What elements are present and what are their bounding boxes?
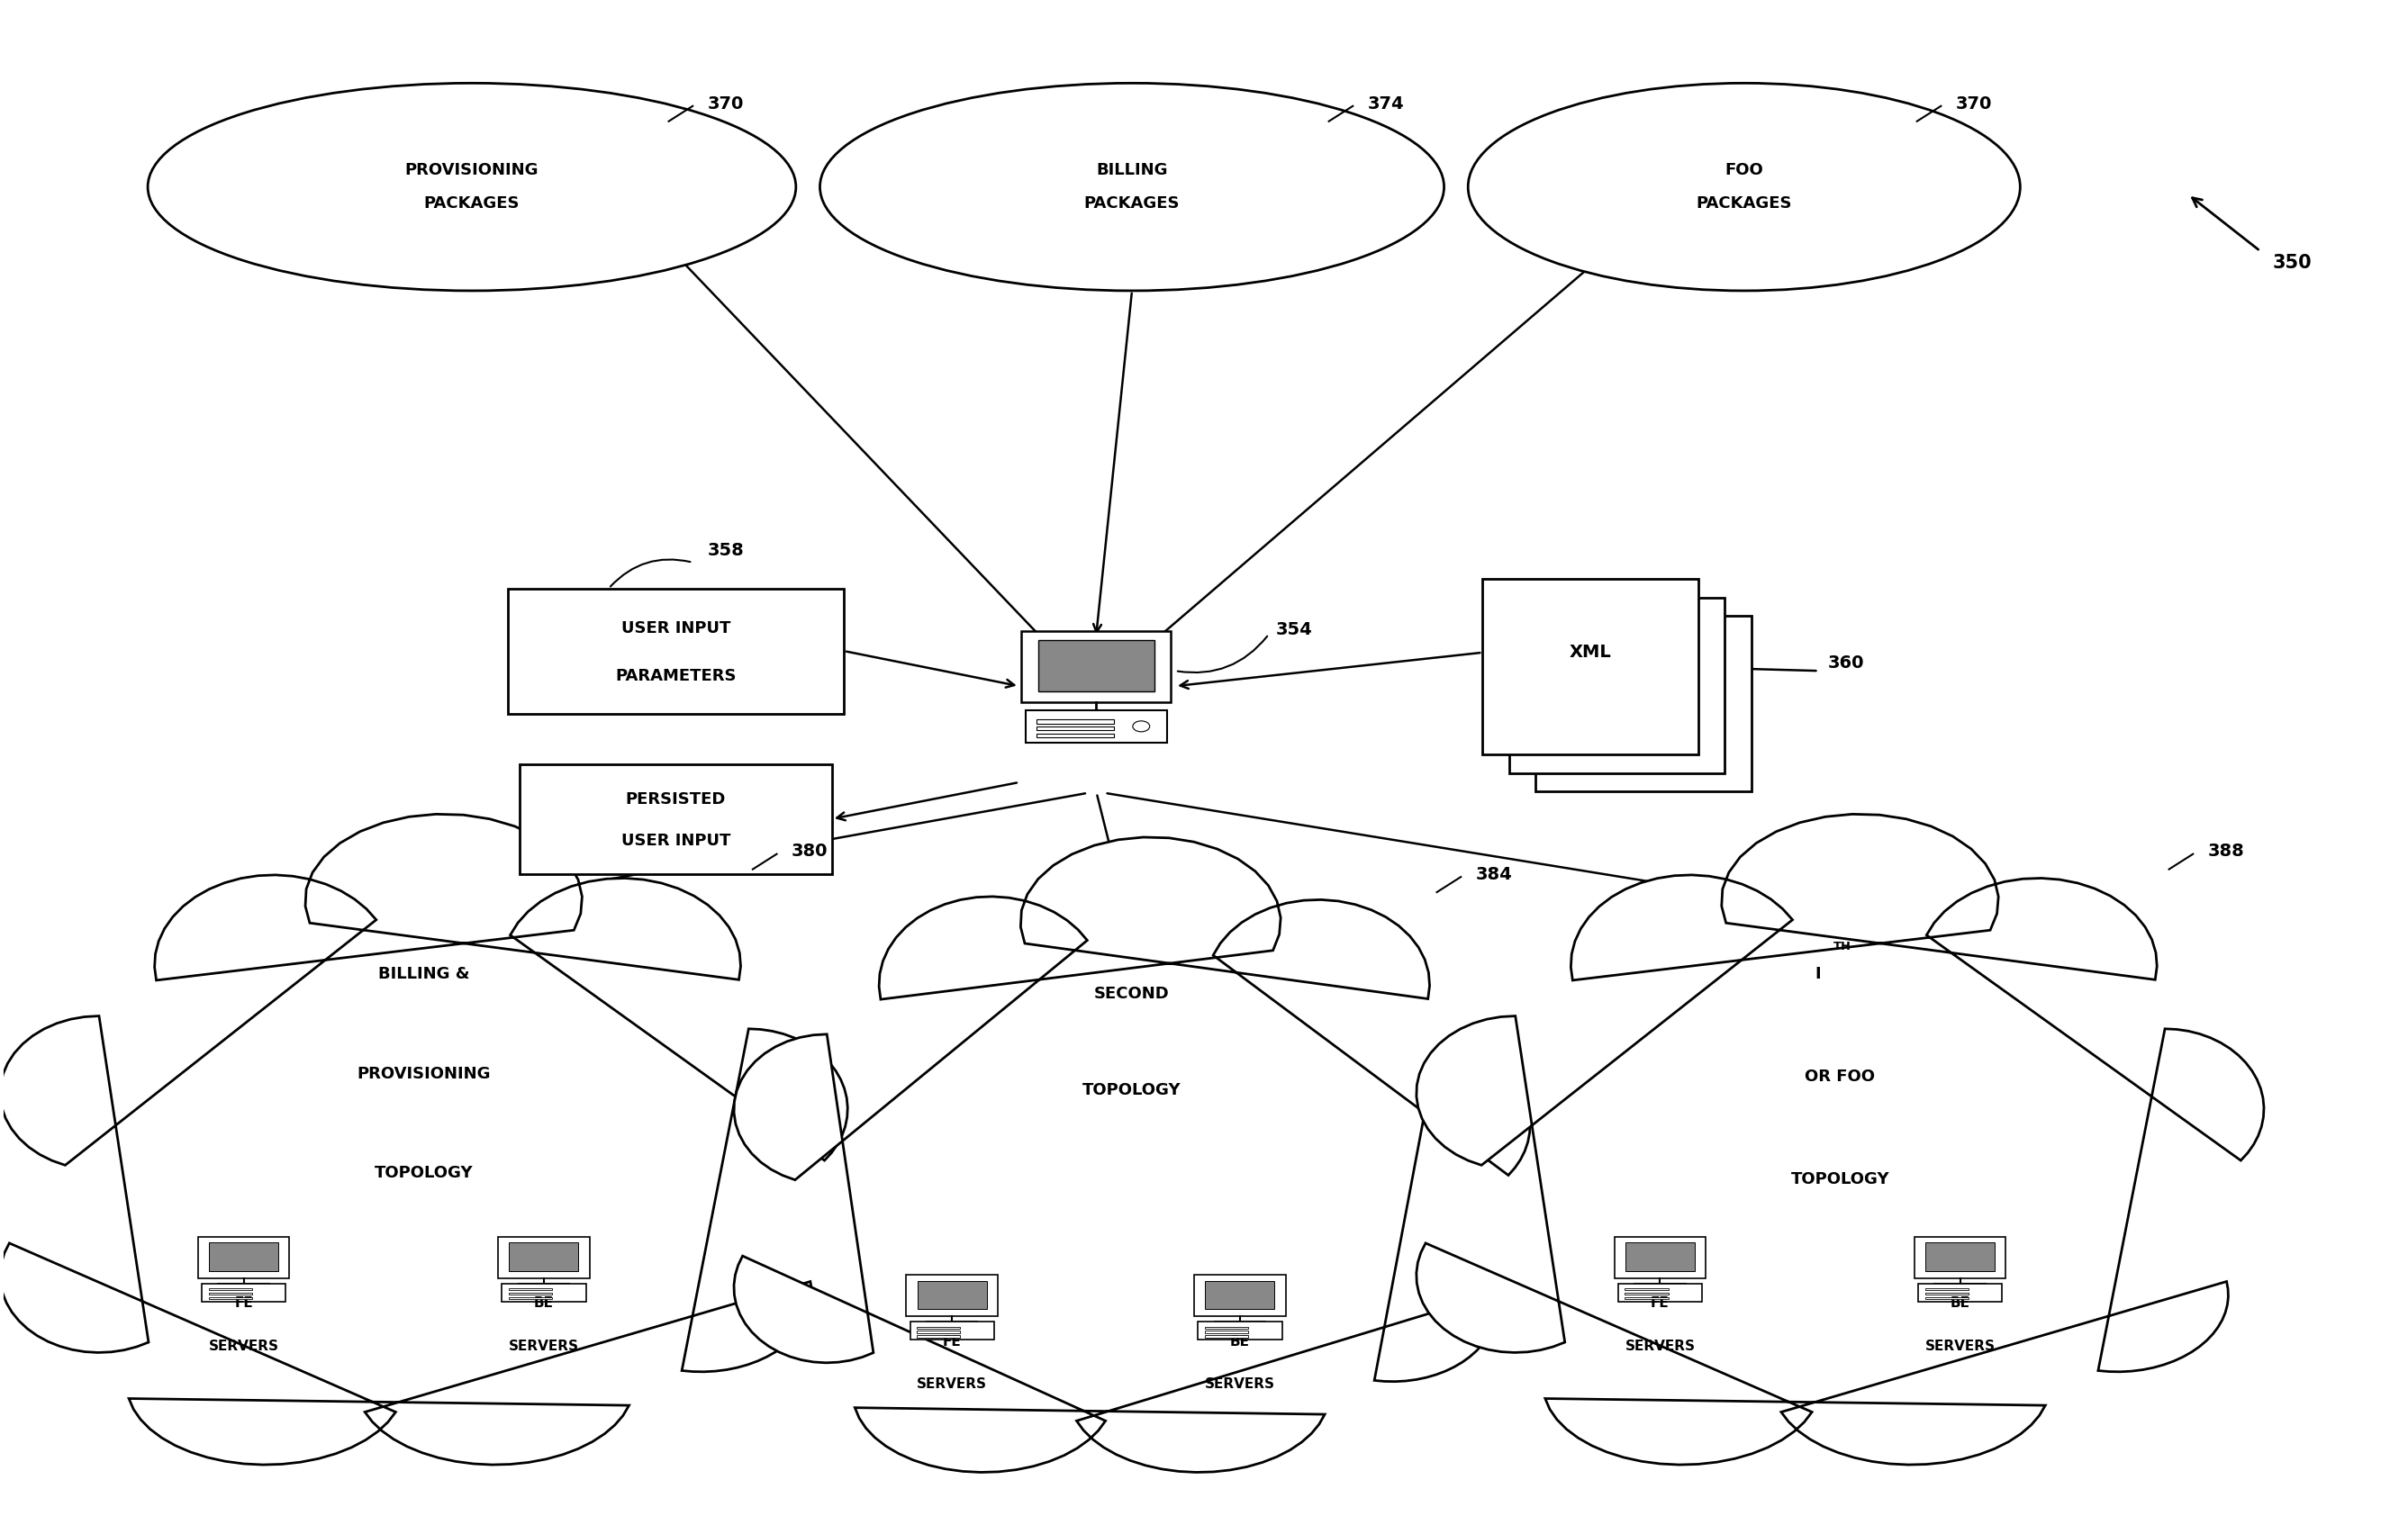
FancyBboxPatch shape [1625, 1243, 1695, 1270]
FancyBboxPatch shape [508, 1243, 578, 1270]
Text: SECOND: SECOND [1093, 985, 1170, 1002]
FancyBboxPatch shape [1038, 640, 1153, 692]
FancyBboxPatch shape [508, 589, 843, 713]
FancyBboxPatch shape [520, 764, 831, 874]
Text: FE: FE [234, 1296, 253, 1310]
FancyBboxPatch shape [1924, 1298, 1970, 1299]
Text: FE: FE [942, 1335, 961, 1348]
Text: TH: TH [1832, 940, 1852, 953]
FancyBboxPatch shape [1026, 710, 1165, 742]
Text: BE: BE [535, 1296, 554, 1310]
FancyBboxPatch shape [209, 1298, 253, 1299]
FancyBboxPatch shape [508, 1293, 551, 1295]
Text: USER INPUT: USER INPUT [621, 833, 730, 848]
FancyBboxPatch shape [1924, 1293, 1970, 1295]
FancyBboxPatch shape [1613, 1236, 1705, 1278]
Text: XML: XML [1570, 644, 1611, 661]
FancyBboxPatch shape [1625, 1289, 1669, 1290]
FancyBboxPatch shape [917, 1332, 961, 1333]
FancyBboxPatch shape [1206, 1281, 1274, 1309]
FancyBboxPatch shape [1924, 1289, 1970, 1290]
FancyBboxPatch shape [917, 1327, 961, 1328]
Text: 374: 374 [1368, 95, 1404, 112]
Text: 360: 360 [1828, 655, 1864, 672]
FancyBboxPatch shape [1035, 727, 1115, 730]
FancyBboxPatch shape [498, 1236, 590, 1278]
Text: PACKAGES: PACKAGES [424, 196, 520, 212]
Text: 388: 388 [2208, 844, 2244, 861]
Text: SERVERS: SERVERS [209, 1339, 279, 1353]
FancyBboxPatch shape [917, 1281, 987, 1309]
FancyBboxPatch shape [1035, 733, 1115, 738]
Text: 380: 380 [792, 844, 828, 861]
Text: FE: FE [1652, 1296, 1669, 1310]
Text: SERVERS: SERVERS [1204, 1378, 1276, 1391]
FancyBboxPatch shape [1926, 1243, 1994, 1270]
FancyBboxPatch shape [917, 1335, 961, 1338]
Text: TOPOLOGY: TOPOLOGY [376, 1164, 474, 1181]
FancyBboxPatch shape [1021, 630, 1170, 703]
Text: PERSISTED: PERSISTED [626, 792, 727, 807]
Text: SERVERS: SERVERS [1924, 1339, 1996, 1353]
Text: 384: 384 [1476, 865, 1512, 884]
Text: 358: 358 [708, 543, 744, 560]
FancyBboxPatch shape [209, 1243, 279, 1270]
Text: TOPOLOGY: TOPOLOGY [1792, 1172, 1890, 1187]
Text: USER INPUT: USER INPUT [621, 620, 730, 637]
FancyBboxPatch shape [1035, 719, 1115, 724]
PathPatch shape [734, 838, 1529, 1473]
Text: 354: 354 [1276, 621, 1312, 638]
FancyBboxPatch shape [209, 1289, 253, 1290]
FancyBboxPatch shape [1199, 1322, 1281, 1339]
Text: PACKAGES: PACKAGES [1084, 196, 1180, 212]
Text: BILLING &: BILLING & [378, 966, 470, 982]
FancyBboxPatch shape [209, 1293, 253, 1295]
FancyBboxPatch shape [1625, 1298, 1669, 1299]
Text: I: I [1816, 966, 1820, 982]
Ellipse shape [819, 83, 1445, 291]
Text: SERVERS: SERVERS [508, 1339, 578, 1353]
FancyBboxPatch shape [1914, 1236, 2006, 1278]
Text: TOPOLOGY: TOPOLOGY [1084, 1083, 1182, 1098]
Text: BE: BE [1950, 1296, 1970, 1310]
Text: PROVISIONING: PROVISIONING [405, 163, 539, 178]
FancyBboxPatch shape [1204, 1332, 1247, 1333]
FancyBboxPatch shape [1618, 1284, 1702, 1301]
Text: PROVISIONING: PROVISIONING [356, 1066, 491, 1081]
FancyBboxPatch shape [508, 1289, 551, 1290]
FancyBboxPatch shape [202, 1284, 287, 1301]
FancyBboxPatch shape [905, 1275, 997, 1316]
FancyBboxPatch shape [1204, 1327, 1247, 1328]
Ellipse shape [147, 83, 797, 291]
Text: SERVERS: SERVERS [1625, 1339, 1695, 1353]
Text: 350: 350 [2273, 255, 2312, 272]
Text: 370: 370 [708, 95, 744, 112]
FancyBboxPatch shape [1510, 598, 1724, 773]
Text: FOO: FOO [1724, 163, 1763, 178]
FancyBboxPatch shape [197, 1236, 289, 1278]
FancyBboxPatch shape [1625, 1293, 1669, 1295]
Text: BE: BE [1230, 1335, 1250, 1348]
Text: 370: 370 [1955, 95, 1991, 112]
Text: OR FOO: OR FOO [1806, 1069, 1876, 1085]
FancyBboxPatch shape [910, 1322, 995, 1339]
Circle shape [1132, 721, 1149, 732]
FancyBboxPatch shape [1194, 1275, 1286, 1316]
FancyBboxPatch shape [1483, 580, 1698, 755]
FancyBboxPatch shape [1536, 615, 1751, 792]
Text: BILLING: BILLING [1096, 163, 1168, 178]
Text: PACKAGES: PACKAGES [1695, 196, 1792, 212]
PathPatch shape [0, 815, 848, 1465]
Text: PARAMETERS: PARAMETERS [616, 667, 737, 684]
Text: SERVERS: SERVERS [917, 1378, 987, 1391]
FancyBboxPatch shape [1204, 1335, 1247, 1338]
FancyBboxPatch shape [501, 1284, 585, 1301]
FancyBboxPatch shape [508, 1298, 551, 1299]
Ellipse shape [1469, 83, 2020, 291]
PathPatch shape [1416, 815, 2264, 1465]
FancyBboxPatch shape [1919, 1284, 2001, 1301]
